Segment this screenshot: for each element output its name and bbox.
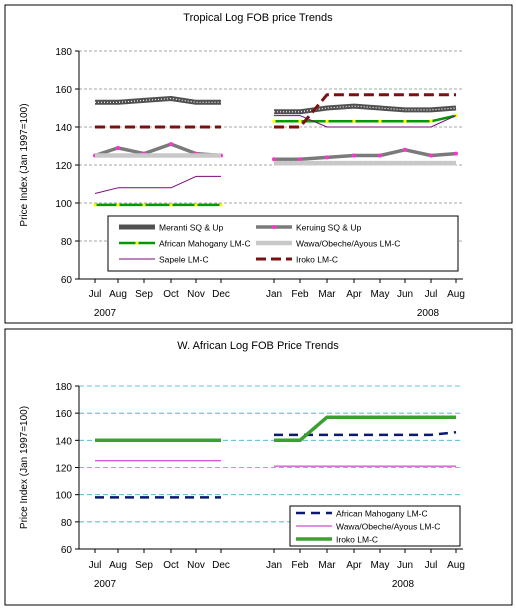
data-point [94, 203, 97, 206]
data-point [326, 120, 329, 123]
data-point [143, 203, 146, 206]
x-tick-label: Feb [291, 289, 309, 300]
x-tick-label: Nov [187, 289, 205, 300]
y-tick-label: 180 [55, 47, 72, 58]
legend-label: Sapele LM-C [159, 255, 209, 265]
y-tick-label: 120 [55, 161, 72, 172]
x-tick-label: Dec [212, 289, 230, 300]
x-tick-label: Jun [397, 560, 413, 571]
legend-marker [136, 242, 139, 245]
data-point [379, 120, 382, 123]
y-tick-label: 140 [55, 123, 72, 134]
data-point [378, 154, 382, 158]
chart-title: Tropical Log FOB price Trends [183, 12, 333, 24]
year-label: 2007 [94, 579, 117, 590]
x-tick-label: Aug [447, 560, 465, 571]
y-tick-label: 180 [55, 382, 72, 393]
data-point [403, 148, 407, 152]
data-point [353, 120, 356, 123]
x-tick-label: Mar [318, 560, 336, 571]
x-tick-label: Oct [163, 560, 179, 571]
x-tick-label: Mar [318, 289, 336, 300]
x-tick-label: Jul [89, 289, 102, 300]
legend-marker [272, 225, 276, 229]
data-point [430, 120, 433, 123]
data-point [170, 203, 173, 206]
data-point [116, 146, 120, 150]
x-tick-label: Dec [212, 560, 230, 571]
y-tick-label: 80 [61, 518, 73, 529]
x-tick-label: Jul [425, 560, 438, 571]
data-point [273, 120, 276, 123]
y-axis-title: Price Index (Jan 1997=100) [19, 406, 30, 529]
y-tick-label: 160 [55, 85, 72, 96]
legend-label: Iroko LM-C [296, 255, 338, 265]
data-point [454, 152, 458, 156]
data-point [299, 120, 302, 123]
y-tick-label: 80 [61, 237, 73, 248]
x-tick-label: Jul [89, 560, 102, 571]
data-point [429, 154, 433, 158]
y-axis-title: Price Index (Jan 1997=100) [19, 103, 30, 226]
y-tick-label: 100 [55, 491, 72, 502]
legend-label: Iroko LM-C [336, 535, 378, 545]
x-tick-label: Nov [187, 560, 205, 571]
legend: Meranti SQ & Up Keruing SQ & Up African Ma… [108, 216, 458, 271]
x-tick-label: Jun [397, 289, 413, 300]
y-tick-label: 60 [61, 275, 73, 286]
year-label: 2008 [392, 579, 415, 590]
x-tick-label: Jan [266, 560, 282, 571]
chart-title: W. African Log FOB Price Trends [177, 340, 339, 352]
legend-label: African Mahogany LM-C [336, 509, 428, 519]
x-tick-label: Sep [135, 289, 153, 300]
x-tick-label: Apr [346, 289, 362, 300]
x-tick-label: Apr [346, 560, 362, 571]
y-tick-label: 60 [61, 545, 73, 556]
legend-label: Wawa/Obeche/Ayous LM-C [296, 239, 400, 249]
x-tick-label: Oct [163, 289, 179, 300]
year-label: 2008 [417, 308, 440, 319]
legend-label: Keruing SQ & Up [296, 223, 361, 233]
chart-1: Tropical Log FOB price Trends 60 80 100 120 1… [5, 5, 512, 323]
chart-2: W. African Log FOB Price Trends 60 80 100 12… [5, 329, 512, 605]
data-point [352, 154, 356, 158]
x-tick-label: Sep [135, 560, 153, 571]
x-tick-label: Aug [109, 560, 127, 571]
x-tick-label: Jul [425, 289, 438, 300]
data-point [404, 120, 407, 123]
x-tick-label: Jan [266, 289, 282, 300]
y-tick-label: 120 [55, 464, 72, 475]
y-tick-label: 100 [55, 199, 72, 210]
x-tick-label: Aug [109, 289, 127, 300]
data-point [272, 157, 276, 161]
legend-label: Meranti SQ & Up [159, 223, 224, 233]
x-tick-label: Feb [291, 560, 309, 571]
x-tick-label: May [371, 560, 390, 571]
y-tick-label: 140 [55, 436, 72, 447]
y-tick-label: 160 [55, 409, 72, 420]
data-point [325, 155, 329, 159]
legend-label: Wawa/Obeche/Ayous LM-C [336, 522, 440, 532]
data-point [298, 157, 302, 161]
data-point [220, 203, 223, 206]
x-tick-label: Aug [447, 289, 465, 300]
legend-label: African Mahogany LM-C [159, 239, 251, 249]
year-label: 2007 [94, 308, 117, 319]
x-tick-label: May [371, 289, 390, 300]
data-point [195, 203, 198, 206]
data-point [117, 203, 120, 206]
data-point [169, 142, 173, 146]
legend: African Mahogany LM-C Wawa/Obeche/Ayous L… [290, 506, 460, 546]
